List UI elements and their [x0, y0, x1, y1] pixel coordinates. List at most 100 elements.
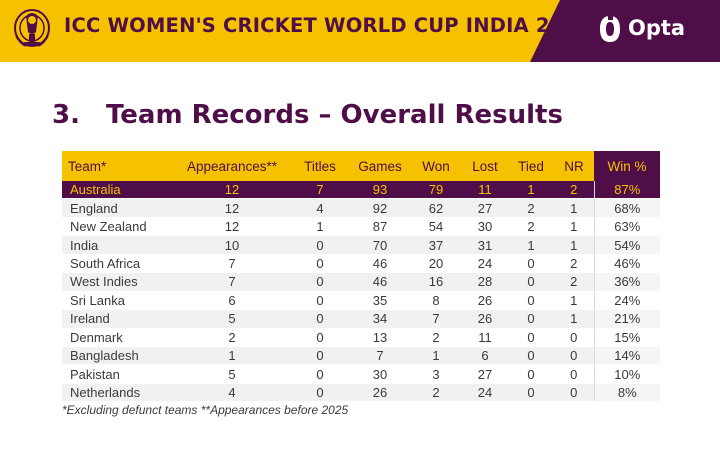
table-cell: 0 — [554, 364, 594, 384]
team-name-cell: Pakistan — [62, 364, 174, 384]
table-cell: 2 — [554, 254, 594, 274]
table-cell: 46 — [350, 272, 410, 292]
table-cell: 11 — [462, 181, 508, 200]
table-cell: 0 — [554, 383, 594, 403]
table-cell: 0 — [290, 309, 350, 329]
table-row: Australia 12 7 93 79 11 1 2 87% — [62, 181, 660, 200]
trophy-logo-icon — [14, 9, 50, 47]
table-cell: 0 — [290, 291, 350, 311]
table-cell: 0 — [290, 235, 350, 255]
table-cell: 6 — [174, 291, 290, 311]
table-cell: 10% — [593, 364, 660, 384]
column-header: Tied — [508, 151, 554, 181]
table-cell: 27 — [462, 198, 508, 218]
table-cell: 12 — [174, 198, 290, 218]
table-cell: 28 — [462, 272, 508, 292]
table-row: India 10 0 70 37 31 1 1 54% — [62, 235, 660, 255]
table-cell: 46 — [350, 254, 410, 274]
table-cell: 2 — [554, 181, 594, 200]
header-banner: ICC WOMEN'S CRICKET WORLD CUP INDIA 2025… — [0, 0, 720, 62]
column-header: NR — [554, 151, 594, 181]
table-cell: 5 — [174, 364, 290, 384]
table-cell: 0 — [508, 364, 554, 384]
opta-brand-text: Opta — [628, 16, 686, 40]
team-name-cell: England — [62, 198, 174, 218]
table-cell: 11 — [462, 328, 508, 347]
table-cell: 1 — [410, 346, 462, 366]
table-cell: 7 — [410, 309, 462, 329]
table-cell: 0 — [554, 346, 594, 366]
table-cell: 4 — [290, 198, 350, 218]
section-title-text: Team Records – Overall Results — [106, 100, 563, 130]
table-cell: 68% — [593, 198, 660, 218]
table-cell: 8 — [410, 291, 462, 311]
table-cell: 0 — [290, 364, 350, 384]
table-cell: 2 — [508, 198, 554, 218]
table-row: Netherlands 4 0 26 2 24 0 0 8% — [62, 383, 660, 403]
table-cell: 1 — [554, 235, 594, 255]
table-cell: 8% — [593, 383, 660, 403]
column-header: Games — [350, 151, 410, 181]
column-header: Team* — [62, 151, 174, 181]
column-header: Win % — [594, 151, 660, 181]
team-name-cell: India — [62, 235, 174, 255]
section-title: 3. Team Records – Overall Results — [52, 100, 563, 130]
team-name-cell: West Indies — [62, 272, 174, 292]
table-cell: 0 — [508, 383, 554, 403]
table-cell: 87 — [350, 217, 410, 237]
team-name-cell: Denmark — [62, 328, 174, 347]
table-row: Pakistan 5 0 30 3 27 0 0 10% — [62, 364, 660, 384]
table-cell: 0 — [290, 272, 350, 292]
team-name-cell: Netherlands — [62, 383, 174, 403]
table-cell: 10 — [174, 235, 290, 255]
table-cell: 3 — [410, 364, 462, 384]
opta-icon — [600, 14, 620, 42]
table-cell: 12 — [174, 217, 290, 237]
table-cell: 2 — [508, 217, 554, 237]
table-cell: 6 — [462, 346, 508, 366]
table-cell: 62 — [410, 198, 462, 218]
table-cell: 1 — [554, 217, 594, 237]
table-cell: 13 — [350, 328, 410, 347]
table-cell: 24 — [462, 383, 508, 403]
table-cell: 7 — [174, 272, 290, 292]
table-cell: 93 — [350, 181, 410, 200]
table-cell: 0 — [508, 254, 554, 274]
table-cell: 7 — [174, 254, 290, 274]
table-cell: 21% — [593, 309, 660, 329]
table-row: South Africa 7 0 46 20 24 0 2 46% — [62, 254, 660, 274]
table-cell: 1 — [554, 309, 594, 329]
header-title: ICC WOMEN'S CRICKET WORLD CUP INDIA 2025 — [64, 14, 591, 37]
table-cell: 1 — [554, 198, 594, 218]
table-row: New Zealand 12 1 87 54 30 2 1 63% — [62, 217, 660, 237]
table-cell: 12 — [174, 181, 290, 200]
table-row: West Indies 7 0 46 16 28 0 2 36% — [62, 272, 660, 292]
table-cell: 14% — [593, 346, 660, 366]
footnote: *Excluding defunct teams **Appearances b… — [62, 403, 349, 417]
table-cell: 54% — [593, 235, 660, 255]
table-cell: 16 — [410, 272, 462, 292]
table-cell: 15% — [593, 328, 660, 347]
table-cell: 2 — [554, 272, 594, 292]
table-cell: 34 — [350, 309, 410, 329]
table-cell: 31 — [462, 235, 508, 255]
table-cell: 92 — [350, 198, 410, 218]
table-body: Australia 12 7 93 79 11 1 2 87% England 12 4 92 62 27 2… — [62, 181, 660, 403]
team-name-cell: Sri Lanka — [62, 291, 174, 311]
table-cell: 0 — [508, 328, 554, 347]
table-cell: 0 — [290, 254, 350, 274]
table-row: Sri Lanka 6 0 35 8 26 0 1 24% — [62, 291, 660, 311]
table-cell: 0 — [290, 346, 350, 366]
column-header: Lost — [462, 151, 508, 181]
table-cell: 24% — [593, 291, 660, 311]
table-cell: 4 — [174, 383, 290, 403]
team-name-cell: Bangladesh — [62, 346, 174, 366]
table-cell: 7 — [350, 346, 410, 366]
table-cell: 0 — [554, 328, 594, 347]
table-cell: 0 — [508, 309, 554, 329]
table-cell: 1 — [290, 217, 350, 237]
table-cell: 0 — [508, 346, 554, 366]
table-cell: 26 — [462, 309, 508, 329]
table-cell: 30 — [462, 217, 508, 237]
table-cell: 63% — [593, 217, 660, 237]
